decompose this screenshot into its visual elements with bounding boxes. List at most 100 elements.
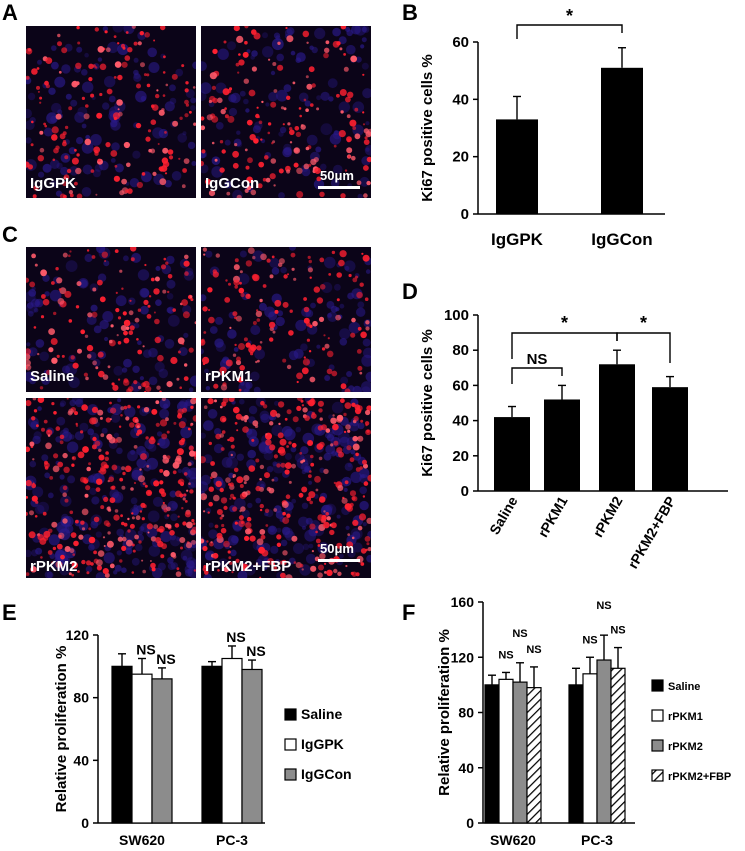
chart-e-bar (241, 668, 263, 824)
chart-f-y-axis-label: Relative proliferation % (436, 629, 453, 796)
scale-bar-a (318, 186, 360, 189)
chart-d-y-tick-label: 100 (444, 307, 469, 324)
chart-b-y-tick-label: 40 (452, 91, 469, 108)
chart-d-y-tick-label: 80 (452, 342, 469, 359)
chart-f-ns-label: NS (498, 649, 513, 661)
chart-f-y-tick-label: 80 (458, 705, 474, 721)
chart-f-ns-label: NS (526, 644, 541, 656)
chart-f-legend-label: Saline (668, 681, 700, 693)
chart-f-bar (610, 667, 626, 824)
chart-e-y-tick-label: 0 (81, 815, 89, 831)
chart-d-y-tick-label: 0 (461, 483, 469, 500)
micrograph-label-iggcon: IgGCon (205, 175, 260, 192)
chart-d-x-tick-label: rPKM2 (590, 493, 626, 540)
chart-f-bar (596, 659, 612, 824)
chart-f-bar (484, 684, 500, 824)
chart-e-legend-label: IgGCon (301, 766, 352, 782)
chart-f-y-tick-label: 160 (451, 594, 475, 610)
chart-e-bar (221, 657, 243, 824)
chart-b-significance-bracket (516, 24, 623, 39)
micrograph-label-rpkm1: rPKM1 (205, 368, 253, 385)
chart-d-y-tick-label: 60 (452, 377, 469, 394)
chart-e-bar (111, 665, 133, 824)
chart-d-significance-label: * (640, 313, 647, 333)
micrograph-label-rpkm2: rPKM2 (30, 558, 78, 575)
micrograph-iggcon (201, 26, 371, 198)
micrograph-iggpk (26, 26, 196, 198)
panel-letter-b: B (402, 0, 418, 25)
chart-f-y-tick-label: 0 (466, 815, 474, 831)
scale-bar-label-c: 50μm (320, 541, 354, 556)
chart-e-bar (131, 673, 153, 824)
chart-f-x-tick-label: SW620 (490, 832, 536, 848)
chart-e-ns-label: NS (156, 651, 175, 667)
micrograph-rpkm2-fbp (201, 398, 371, 578)
chart-f-legend-label: rPKM2+FBP (668, 771, 731, 783)
chart-b-x-tick-label: IgGCon (591, 230, 652, 249)
chart-d-y-tick-label: 20 (452, 448, 469, 465)
panel-letter-e: E (2, 600, 17, 625)
micrograph-label-iggpk: IgGPK (30, 175, 76, 192)
chart-b-y-tick-label: 60 (452, 34, 469, 51)
chart-d-y-axis-label: Ki67 positive cells % (419, 329, 436, 477)
chart-e-legend-swatch (284, 768, 297, 781)
chart-f-ns-label: NS (512, 628, 527, 640)
chart-e-legend-swatch (284, 708, 297, 721)
chart-f-ns-label: NS (596, 600, 611, 612)
chart-e-ns-label: NS (246, 643, 265, 659)
scale-bar-label-a: 50μm (320, 168, 354, 183)
chart-e-y-axis-label: Relative proliferation % (53, 646, 70, 813)
chart-d-significance-label: * (561, 313, 568, 333)
chart-e-y-tick-label: 40 (73, 752, 89, 768)
chart-e-x-tick-label: PC-3 (216, 832, 248, 848)
chart-d-bar (652, 387, 688, 491)
chart-b-y-tick-label: 20 (452, 149, 469, 166)
chart-b-x-tick-label: IgGPK (491, 230, 544, 249)
chart-e-bar (151, 678, 173, 824)
chart-e-ns-label: NS (136, 642, 155, 658)
panel-letter-a: A (2, 0, 18, 25)
panel-letter-c: C (2, 222, 18, 247)
chart-f-legend-swatch (651, 709, 664, 722)
chart-e-legend-label: Saline (301, 706, 342, 722)
chart-d-bar (599, 364, 635, 491)
micrograph-rpkm2 (26, 398, 196, 578)
chart-f-legend-swatch (651, 769, 664, 782)
chart-f-bar (526, 687, 542, 824)
chart-d-y-tick-label: 40 (452, 413, 469, 430)
chart-d-x-tick-label: rPKM1 (535, 493, 571, 540)
chart-e-x-tick-label: SW620 (119, 832, 165, 848)
chart-d-significance-label: NS (527, 351, 548, 368)
chart-f-legend-label: rPKM2 (668, 741, 703, 753)
scale-bar-c (318, 559, 360, 562)
chart-d-significance-bracket (511, 367, 563, 384)
micrograph-label-saline: Saline (30, 368, 75, 385)
chart-f-bar (512, 681, 528, 824)
chart-e-bar (201, 665, 223, 824)
chart-e-legend-swatch (284, 738, 297, 751)
chart-e-y-tick-label: 120 (66, 627, 90, 643)
chart-f-bar (568, 684, 584, 824)
chart-e-y-tick-label: 80 (73, 690, 89, 706)
chart-f-ns-label: NS (582, 634, 597, 646)
panel-letter-d: D (402, 279, 418, 304)
chart-b-significance-label: * (566, 6, 573, 26)
micrograph-label-rpkm2-fbp: rPKM2+FBP (205, 558, 292, 575)
chart-f-legend-label: rPKM1 (668, 711, 703, 723)
chart-b-y-tick-label: 0 (461, 206, 469, 223)
micrograph-rpkm1 (201, 247, 371, 392)
chart-b-bar (601, 67, 643, 214)
chart-f-bar (582, 673, 598, 824)
chart-b-bar (496, 119, 538, 214)
chart-f-ns-label: NS (610, 625, 625, 637)
chart-f-legend-swatch (651, 679, 664, 692)
chart-b-y-axis-label: Ki67 positive cells % (419, 54, 436, 202)
chart-f-y-tick-label: 40 (458, 760, 474, 776)
chart-f-bar (498, 678, 514, 824)
chart-e-ns-label: NS (226, 629, 245, 645)
chart-d-significance-bracket (616, 332, 671, 363)
chart-d-bar (494, 417, 530, 491)
chart-f-x-tick-label: PC-3 (581, 832, 613, 848)
chart-d-x-tick-label: Saline (486, 493, 521, 537)
